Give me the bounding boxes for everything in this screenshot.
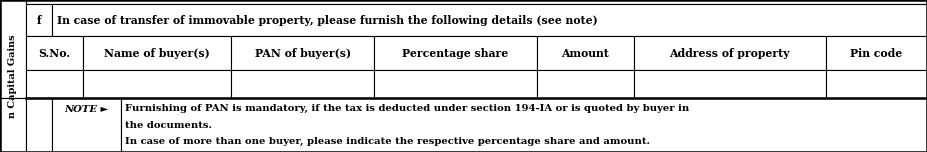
Bar	[232, 70, 375, 98]
Bar	[26, 98, 52, 152]
Bar	[26, 4, 52, 36]
Bar	[375, 70, 537, 98]
Bar	[26, 70, 83, 98]
Bar	[537, 36, 634, 70]
Text: n Capital Gains: n Capital Gains	[8, 34, 18, 118]
Text: f: f	[37, 15, 41, 26]
Text: Address of property: Address of property	[669, 48, 790, 59]
Bar	[375, 36, 537, 70]
Bar	[232, 36, 375, 70]
Text: Amount: Amount	[562, 48, 609, 59]
Bar	[537, 70, 634, 98]
Bar	[26, 36, 83, 70]
Bar	[634, 36, 826, 70]
Bar	[83, 70, 232, 98]
Text: PAN of buyer(s): PAN of buyer(s)	[255, 48, 351, 59]
Bar	[826, 36, 927, 70]
Text: Name of buyer(s): Name of buyer(s)	[105, 48, 210, 59]
Text: In case of transfer of immovable property, please furnish the following details : In case of transfer of immovable propert…	[57, 15, 597, 26]
Bar	[52, 4, 927, 36]
Bar	[826, 70, 927, 98]
Bar	[26, 0, 927, 4]
Bar	[0, 0, 26, 98]
Bar	[634, 70, 826, 98]
Text: Percentage share: Percentage share	[402, 48, 509, 59]
Text: the documents.: the documents.	[125, 121, 212, 130]
Text: In case of more than one buyer, please indicate the respective percentage share : In case of more than one buyer, please i…	[125, 137, 650, 146]
Text: S.No.: S.No.	[39, 48, 70, 59]
Bar	[83, 36, 232, 70]
Text: Pin code: Pin code	[850, 48, 903, 59]
Text: Furnishing of PAN is mandatory, if the tax is deducted under section 194-IA or i: Furnishing of PAN is mandatory, if the t…	[125, 104, 690, 113]
Bar	[0, 98, 26, 152]
Bar	[121, 98, 927, 152]
Text: NOTE ►: NOTE ►	[65, 105, 108, 114]
Bar	[52, 98, 121, 152]
